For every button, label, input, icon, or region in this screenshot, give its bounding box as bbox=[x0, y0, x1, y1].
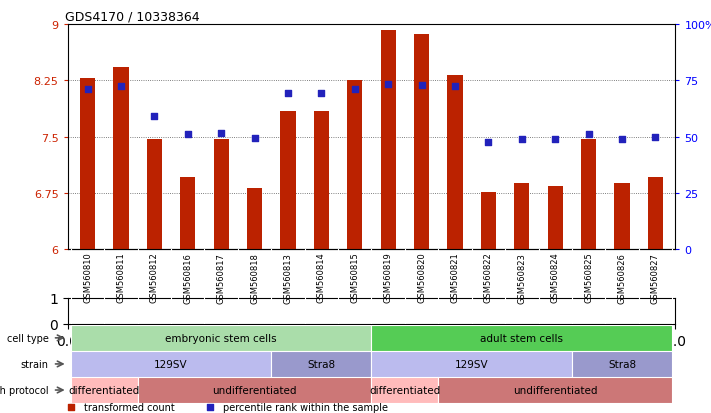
Text: GSM560812: GSM560812 bbox=[150, 252, 159, 303]
Point bbox=[115, 84, 127, 90]
Bar bbox=[371, 377, 438, 403]
Bar bbox=[80, 79, 95, 250]
Point bbox=[316, 90, 327, 97]
Bar bbox=[71, 351, 272, 377]
Bar bbox=[114, 68, 129, 250]
Text: 129SV: 129SV bbox=[154, 359, 188, 369]
Bar bbox=[572, 351, 672, 377]
Bar bbox=[481, 192, 496, 250]
Point bbox=[550, 136, 561, 143]
Bar bbox=[247, 188, 262, 250]
Point bbox=[583, 132, 594, 138]
Bar bbox=[138, 377, 371, 403]
Text: GSM560821: GSM560821 bbox=[451, 252, 459, 303]
Text: 129SV: 129SV bbox=[455, 359, 488, 369]
Point bbox=[449, 84, 461, 90]
Text: GSM560818: GSM560818 bbox=[250, 252, 259, 303]
Bar bbox=[71, 325, 371, 351]
Bar bbox=[147, 140, 162, 250]
Point bbox=[249, 135, 260, 142]
Text: GSM560819: GSM560819 bbox=[384, 252, 392, 303]
Text: Stra8: Stra8 bbox=[307, 359, 336, 369]
Text: GSM560817: GSM560817 bbox=[217, 252, 225, 303]
Text: differentiated: differentiated bbox=[69, 385, 140, 395]
Text: GSM560824: GSM560824 bbox=[551, 252, 560, 303]
Point bbox=[182, 132, 193, 138]
Text: adult stem cells: adult stem cells bbox=[481, 333, 563, 343]
Point bbox=[277, 366, 289, 373]
Point bbox=[383, 81, 394, 88]
Text: Stra8: Stra8 bbox=[608, 359, 636, 369]
Bar bbox=[272, 351, 371, 377]
Bar bbox=[371, 351, 572, 377]
Bar bbox=[581, 140, 596, 250]
Bar bbox=[648, 177, 663, 250]
Text: strain: strain bbox=[21, 359, 48, 369]
Text: undifferentiated: undifferentiated bbox=[213, 385, 297, 395]
Text: GSM560820: GSM560820 bbox=[417, 252, 426, 303]
Bar bbox=[347, 81, 363, 250]
Point bbox=[215, 130, 227, 137]
Text: GSM560810: GSM560810 bbox=[83, 252, 92, 303]
Text: GSM560827: GSM560827 bbox=[651, 252, 660, 303]
Bar bbox=[614, 184, 629, 250]
Bar bbox=[447, 76, 463, 250]
Text: GSM560814: GSM560814 bbox=[317, 252, 326, 303]
Point bbox=[516, 136, 528, 143]
Text: GSM560811: GSM560811 bbox=[117, 252, 125, 303]
Text: GDS4170 / 10338364: GDS4170 / 10338364 bbox=[65, 11, 199, 24]
Bar bbox=[371, 325, 672, 351]
Text: GSM560826: GSM560826 bbox=[618, 252, 626, 303]
Point bbox=[82, 87, 93, 93]
Bar bbox=[71, 377, 138, 403]
Bar bbox=[380, 31, 396, 250]
Text: growth protocol: growth protocol bbox=[0, 385, 48, 395]
Bar bbox=[214, 140, 229, 250]
Bar bbox=[181, 177, 196, 250]
Text: cell type: cell type bbox=[7, 333, 48, 343]
Text: undifferentiated: undifferentiated bbox=[513, 385, 597, 395]
Point bbox=[616, 136, 628, 143]
Bar bbox=[280, 112, 296, 250]
Text: GSM560816: GSM560816 bbox=[183, 252, 192, 303]
Bar bbox=[438, 377, 672, 403]
Text: transformed count: transformed count bbox=[84, 402, 175, 412]
Bar bbox=[547, 187, 562, 250]
Point bbox=[349, 87, 360, 93]
Bar bbox=[514, 184, 529, 250]
Point bbox=[416, 82, 427, 89]
Text: GSM560825: GSM560825 bbox=[584, 252, 593, 303]
Text: embryonic stem cells: embryonic stem cells bbox=[166, 333, 277, 343]
Bar bbox=[414, 35, 429, 250]
Text: GSM560815: GSM560815 bbox=[351, 252, 359, 303]
Text: percentile rank within the sample: percentile rank within the sample bbox=[223, 402, 387, 412]
Point bbox=[282, 90, 294, 97]
Text: GSM560823: GSM560823 bbox=[518, 252, 526, 303]
Text: differentiated: differentiated bbox=[369, 385, 441, 395]
Point bbox=[650, 134, 661, 141]
Bar bbox=[314, 112, 329, 250]
Text: GSM560822: GSM560822 bbox=[484, 252, 493, 303]
Text: GSM560813: GSM560813 bbox=[284, 252, 292, 303]
Point bbox=[483, 139, 494, 146]
Point bbox=[149, 114, 160, 120]
